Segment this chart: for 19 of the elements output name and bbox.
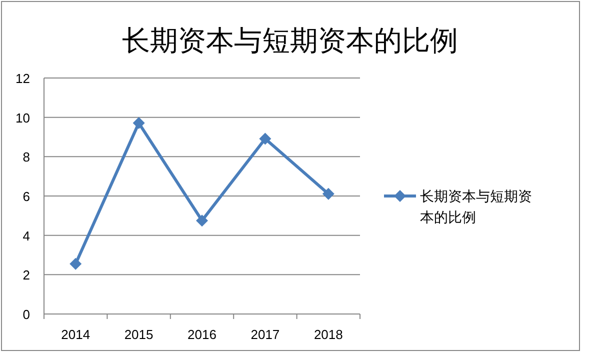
y-tick-label: 10 <box>16 110 30 126</box>
point <box>70 258 82 270</box>
x-tick-label: 2018 <box>314 327 343 342</box>
x-tick-label: 2015 <box>124 327 154 342</box>
x-tick-label: 2014 <box>61 327 90 342</box>
y-tick-label: 2 <box>22 268 30 283</box>
y-tick-label: 12 <box>16 71 30 86</box>
legend-label: 长期资本与短期资本的比例 <box>420 188 532 225</box>
x-tick-label: 2017 <box>250 327 280 342</box>
y-tick-label: 0 <box>22 307 30 322</box>
x-tick-label: 2016 <box>188 327 216 342</box>
point <box>322 188 334 200</box>
point <box>132 117 145 130</box>
point <box>259 132 272 145</box>
y-tick-label: 8 <box>22 150 30 165</box>
y-tick-label: 4 <box>22 228 30 244</box>
title: 长期资本与短期资本的比例 <box>122 25 458 56</box>
y-tick-label: 6 <box>22 189 30 204</box>
point <box>196 214 208 227</box>
